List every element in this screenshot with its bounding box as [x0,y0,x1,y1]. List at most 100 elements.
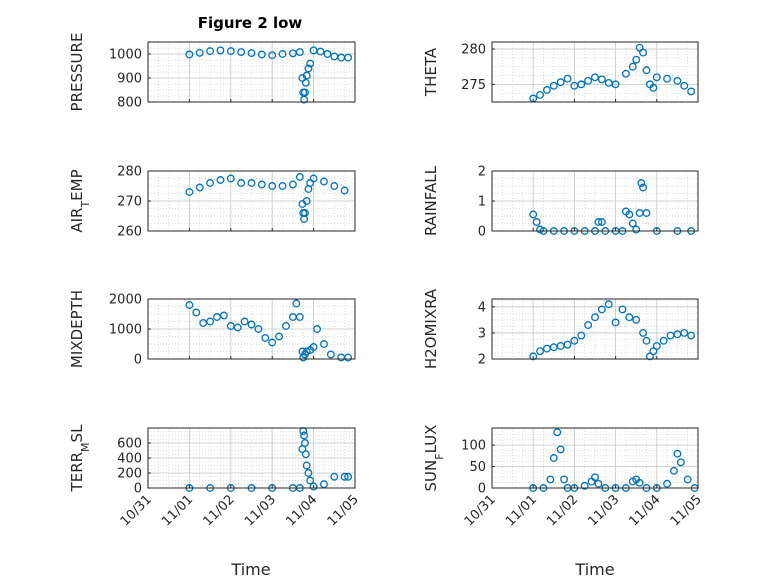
y-tick-label: 800 [117,96,142,111]
data-point [195,48,204,57]
data-point [330,182,339,190]
data-point [625,313,634,322]
data-point [295,173,304,181]
data-point [673,449,682,458]
y-tick-label: 270 [117,195,142,210]
x-tick-label: 11/03 [242,492,279,529]
data-point [676,458,685,467]
axes-box [491,298,699,360]
x-tick-label: 11/05 [668,492,705,529]
y-tick-label: 280 [117,165,142,180]
y-tick-label: 0 [478,225,486,240]
subplot-mixdepth: 0 1000 2000 MIXDEPTH [68,290,356,368]
data-point [257,180,266,189]
data-point [556,445,565,454]
data-point [226,47,235,56]
data-point [185,301,194,309]
data-point [233,323,242,332]
data-point [185,188,194,196]
data-point [673,76,682,85]
data-point [639,48,648,57]
data-point [587,477,596,486]
x-tick-label: 11/01 [503,492,540,529]
data-point [604,78,613,87]
x-tick-label: 11/05 [325,492,362,529]
data-point [642,336,651,345]
data-point [278,50,287,58]
figure-title: Figure 2 low [198,14,303,32]
data-point [621,69,630,78]
y-tick-label: 100 [461,439,486,454]
data-point [268,182,277,190]
y-tick-label: 275 [461,78,486,93]
data-point [185,50,194,59]
y-tick-label: 1000 [109,48,142,63]
data-point [529,352,538,361]
data-point [309,174,318,183]
y-tick-label: 900 [117,72,142,87]
data-point [597,218,606,226]
data-point [302,461,311,470]
data-point [580,481,589,490]
y-axis-label: PRESSURE [68,33,86,112]
data-point [546,475,555,484]
data-point [663,74,672,83]
data-point [247,320,256,329]
data-point [216,46,225,55]
y-tick-label: 0 [134,482,142,497]
data-point [206,317,215,326]
data-point [340,186,349,195]
x-axis-label-left: Time [230,560,270,579]
y-tick-label: 400 [117,452,142,467]
y-tick-label: 1 [478,195,486,210]
data-point [683,475,692,484]
data-point [213,313,221,321]
data-point [673,330,682,339]
data-point [301,88,309,97]
data-point [597,75,606,84]
data-point [301,209,309,217]
data-point [670,466,678,475]
data-point [532,218,541,226]
y-tick-label: 260 [117,225,142,240]
data-point [288,180,297,189]
data-point [206,47,215,56]
data-point [302,71,311,80]
x-tick-label: 11/03 [585,492,622,529]
data-point [637,179,646,187]
data-point [301,78,310,87]
data-point [577,80,586,89]
y-tick-label: 0 [134,353,142,368]
data-point [306,59,315,68]
data-point [556,78,565,87]
data-point [206,179,215,187]
data-point [282,322,290,330]
y-axis-label: MIXDEPTH [68,290,86,368]
data-point [304,64,313,73]
data-point [549,454,558,462]
data-point [295,313,304,321]
y-tick-label: 600 [117,437,142,452]
data-point [652,73,661,82]
data-point [591,473,599,482]
data-point [301,450,310,459]
data-point [584,76,593,85]
data-point [344,472,353,481]
x-axis-label-right: Time [574,560,614,579]
data-point [652,342,661,350]
y-tick-label: 280 [461,43,486,58]
x-tick-label: 11/02 [544,492,581,529]
y-tick-label: 3 [478,326,486,341]
data-point [529,210,538,219]
subplot-theta: 275 280 THETA [422,41,699,103]
y-tick-label: 4 [478,300,486,315]
data-point [288,49,297,58]
data-point [344,353,353,362]
axes-box [491,41,699,103]
data-point [570,336,579,345]
data-point [649,83,658,92]
data-point [313,325,321,333]
y-tick-label: 2000 [109,293,142,308]
